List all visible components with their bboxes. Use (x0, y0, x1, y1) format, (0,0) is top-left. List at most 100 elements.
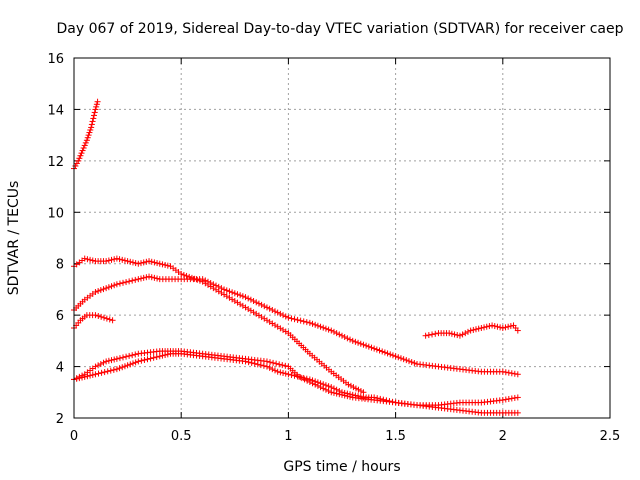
data-point-marker (274, 368, 281, 375)
data-point-marker (491, 323, 498, 330)
data-point-marker (153, 354, 160, 361)
data-point-marker (360, 389, 367, 396)
data-point-marker (247, 296, 254, 303)
data-point-marker (425, 332, 432, 339)
data-point-marker (123, 353, 130, 360)
data-point-marker (288, 372, 295, 379)
data-point-marker (75, 157, 82, 164)
data-point-marker (384, 350, 391, 357)
data-point-marker (150, 354, 157, 361)
series-track-a-steep (71, 98, 101, 172)
data-point-marker (100, 359, 107, 366)
data-point-marker (376, 347, 383, 354)
data-point-marker (135, 260, 142, 267)
data-point-marker (210, 281, 217, 288)
data-point-marker (365, 343, 372, 350)
data-point-marker (499, 325, 506, 331)
data-point-marker (140, 259, 147, 266)
data-point-marker (90, 115, 97, 122)
data-point-marker (339, 332, 345, 339)
data-point-marker (97, 361, 104, 367)
data-point-marker (113, 355, 120, 362)
data-point-marker (76, 155, 83, 162)
data-point-marker (473, 326, 479, 333)
data-point-marker (101, 369, 108, 376)
data-point-marker (135, 276, 142, 283)
data-point-marker (296, 373, 303, 380)
data-point-marker (505, 323, 512, 330)
y-tick-label: 8 (56, 258, 64, 273)
data-point-marker (507, 323, 514, 330)
data-point-marker (502, 396, 509, 403)
data-point-marker (93, 103, 100, 110)
data-point-marker (272, 367, 278, 374)
data-point-marker (111, 356, 118, 363)
data-point-marker (483, 323, 490, 330)
data-point-marker (478, 325, 485, 331)
data-point-marker (111, 256, 118, 263)
data-point-marker (325, 388, 332, 394)
data-point-marker (273, 360, 280, 367)
data-point-marker (279, 362, 286, 369)
data-point-marker (129, 352, 136, 359)
data-point-marker (464, 328, 471, 335)
data-point-marker (234, 291, 241, 298)
data-point-marker (121, 363, 128, 370)
data-point-marker (126, 352, 133, 359)
data-point-marker (141, 356, 148, 363)
data-point-marker (282, 370, 289, 377)
data-point-marker (188, 274, 195, 281)
data-point-marker (135, 358, 142, 365)
data-point-marker (406, 358, 412, 365)
data-point-marker (314, 382, 321, 389)
data-point-marker (84, 134, 91, 141)
data-point-marker (127, 361, 134, 368)
data-point-marker (73, 160, 80, 167)
data-point-marker (328, 389, 335, 396)
data-point-marker (505, 395, 512, 402)
data-point-marker (317, 384, 324, 391)
data-point-marker (392, 353, 399, 360)
data-point-marker (263, 304, 270, 311)
y-tick-label: 4 (56, 361, 64, 376)
data-point-marker (446, 330, 453, 337)
x-tick-label: 2 (499, 429, 507, 444)
data-point-marker (314, 322, 321, 329)
data-point-marker (92, 289, 99, 295)
data-point-marker (143, 274, 150, 281)
data-point-marker (108, 357, 115, 364)
data-point-marker (95, 362, 102, 369)
data-point-marker (138, 260, 144, 267)
data-point-marker (109, 317, 116, 324)
data-point-marker (357, 340, 364, 347)
data-point-marker (422, 332, 429, 339)
x-axis-title: GPS time / hours (283, 459, 400, 475)
data-point-marker (132, 276, 139, 283)
series-track-g-late (422, 322, 521, 339)
data-point-marker (336, 391, 343, 398)
x-tick-label: 1 (284, 429, 292, 444)
data-point-marker (226, 288, 233, 295)
data-point-marker (497, 324, 504, 331)
data-point-marker (78, 150, 85, 157)
data-point-marker (349, 337, 356, 344)
data-point-marker (499, 397, 506, 403)
data-point-marker (481, 324, 488, 331)
x-tick-label: 1.5 (385, 429, 406, 444)
data-point-marker (144, 356, 151, 363)
x-axis-ticks: 0 0.5 1 1.5 2 2.5 (70, 58, 620, 444)
data-point-marker (514, 327, 521, 334)
data-point-marker (83, 137, 90, 144)
data-point-marker (76, 373, 83, 380)
data-point-marker (272, 308, 278, 315)
data-point-marker (381, 349, 388, 356)
data-point-marker (400, 356, 407, 363)
data-point-marker (505, 369, 512, 376)
data-point-marker (470, 326, 477, 333)
data-point-marker (85, 132, 92, 139)
y-tick-label: 12 (47, 155, 64, 170)
data-point-marker (304, 377, 311, 384)
data-point-marker (237, 292, 244, 299)
data-point-marker (183, 272, 190, 279)
data-point-marker (79, 147, 86, 154)
